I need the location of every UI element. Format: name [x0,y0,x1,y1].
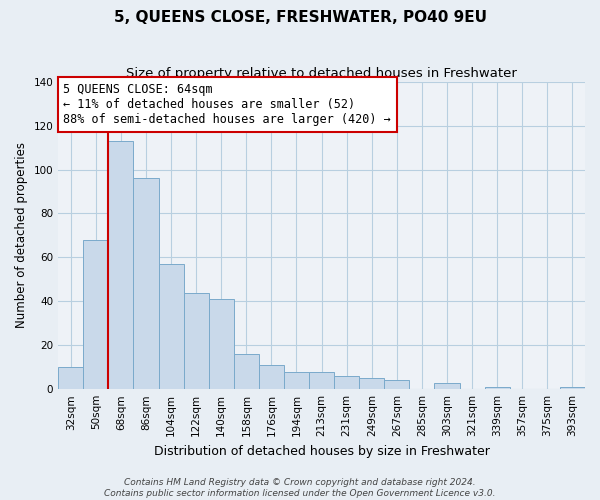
Bar [158,264,184,389]
Bar [109,141,133,389]
Text: 5 QUEENS CLOSE: 64sqm
← 11% of detached houses are smaller (52)
88% of semi-deta: 5 QUEENS CLOSE: 64sqm ← 11% of detached … [64,83,391,126]
Text: Contains HM Land Registry data © Crown copyright and database right 2024.
Contai: Contains HM Land Registry data © Crown c… [104,478,496,498]
Bar [385,380,409,389]
X-axis label: Distribution of detached houses by size in Freshwater: Distribution of detached houses by size … [154,444,490,458]
Bar [485,387,510,389]
Bar [209,299,234,389]
Bar [259,365,284,389]
Title: Size of property relative to detached houses in Freshwater: Size of property relative to detached ho… [126,68,517,80]
Bar [184,292,209,389]
Y-axis label: Number of detached properties: Number of detached properties [15,142,28,328]
Bar [58,367,83,389]
Bar [284,372,309,389]
Bar [83,240,109,389]
Bar [560,387,585,389]
Bar [133,178,158,389]
Bar [234,354,259,389]
Bar [309,372,334,389]
Bar [334,376,359,389]
Text: 5, QUEENS CLOSE, FRESHWATER, PO40 9EU: 5, QUEENS CLOSE, FRESHWATER, PO40 9EU [113,10,487,25]
Bar [359,378,385,389]
Bar [434,382,460,389]
